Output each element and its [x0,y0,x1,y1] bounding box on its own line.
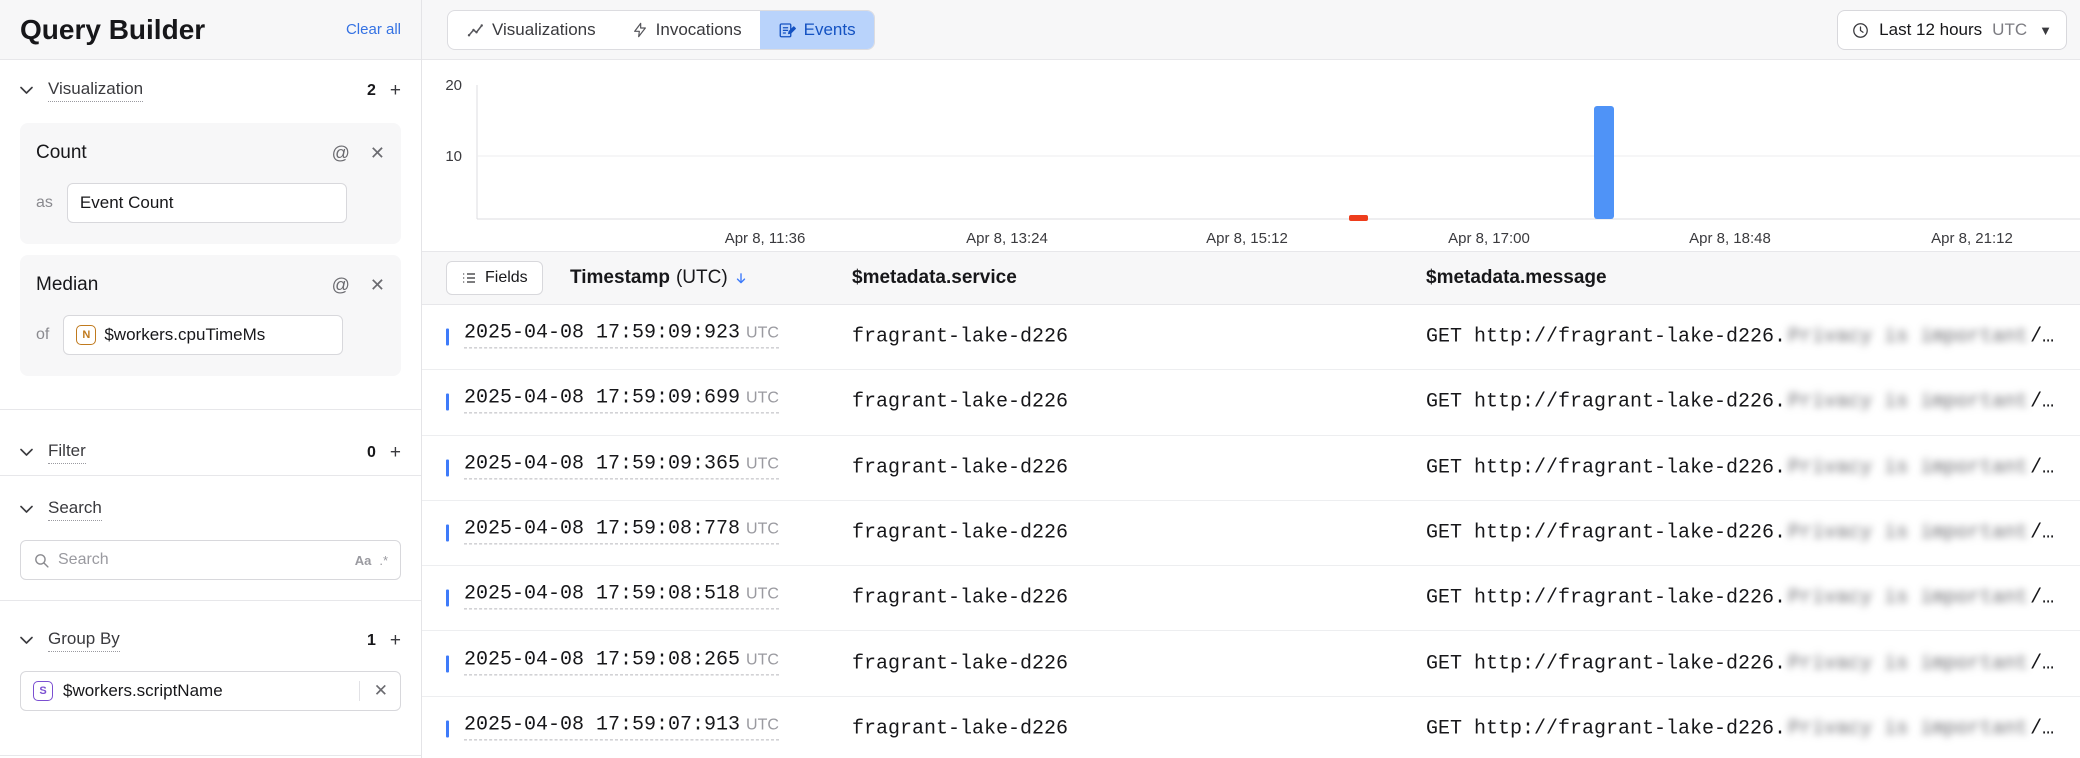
svg-text:Apr 8, 18:48: Apr 8, 18:48 [1689,230,1771,247]
svg-text:Apr 8, 21:12: Apr 8, 21:12 [1931,230,2013,247]
svg-text:Apr 8, 15:12: Apr 8, 15:12 [1206,230,1288,247]
svg-text:10: 10 [445,148,462,165]
svg-text:20: 20 [445,77,462,94]
svg-text:Apr 8, 11:36: Apr 8, 11:36 [725,230,806,247]
svg-text:Apr 8, 17:00: Apr 8, 17:00 [1448,230,1530,247]
svg-text:Apr 8, 13:24: Apr 8, 13:24 [966,230,1048,247]
